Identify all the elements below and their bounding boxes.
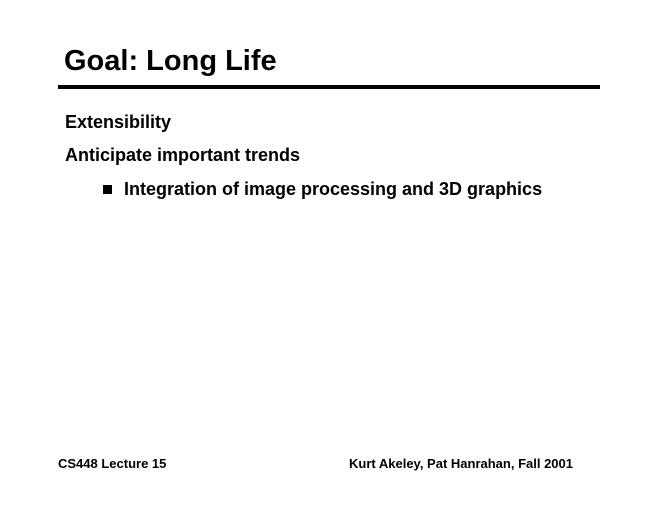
square-bullet-icon <box>103 185 112 195</box>
footer-authors-label: Kurt Akeley, Pat Hanrahan, Fall 2001 <box>349 456 573 471</box>
body-line-anticipate-trends: Anticipate important trends <box>65 145 301 165</box>
footer-course-label: CS448 Lecture 15 <box>58 456 167 471</box>
slide-title: Goal: Long Life <box>64 45 277 77</box>
body-line-extensibility: Extensibility <box>65 112 172 132</box>
title-underline-rule <box>58 85 600 89</box>
bullet-text-integration: Integration of image processing and 3D g… <box>124 179 543 199</box>
bullet-item: Integration of image processing and 3D g… <box>103 179 542 201</box>
